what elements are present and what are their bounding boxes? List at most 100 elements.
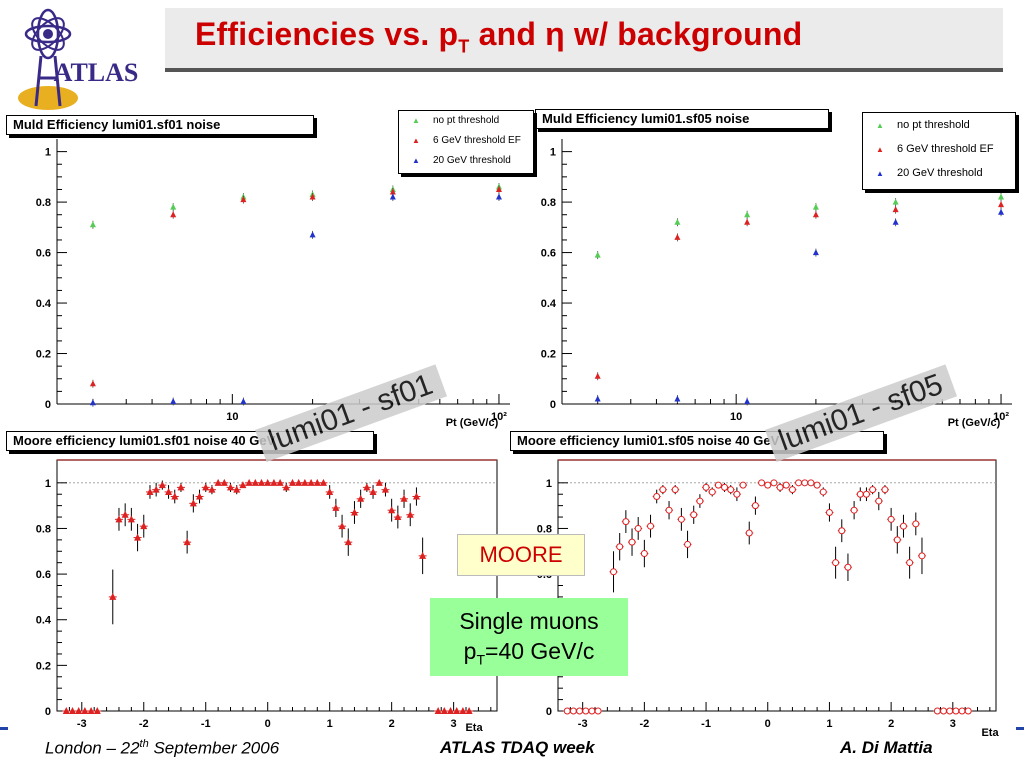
data-point xyxy=(447,707,455,714)
footer-author: A. Di Mattia xyxy=(840,738,933,757)
data-point xyxy=(628,538,636,546)
x-tick-label: -3 xyxy=(578,718,588,730)
data-point xyxy=(389,193,396,200)
data-point xyxy=(812,211,819,218)
x-tick-label: 0 xyxy=(765,718,771,730)
triangle-icon: ▲ xyxy=(876,120,884,130)
data-point xyxy=(674,218,681,225)
data-point xyxy=(616,543,624,551)
data-point xyxy=(152,485,160,493)
plot-title-muld-sf01: Muld Efficiency lumi01.sf01 noise xyxy=(6,115,314,135)
triangle-icon: ▲ xyxy=(412,136,420,145)
data-point xyxy=(171,492,179,500)
legend-label: 20 GeV threshold xyxy=(433,155,511,166)
data-point xyxy=(813,481,821,489)
x-tick-label: -3 xyxy=(77,718,87,730)
x-tick-label: 2 xyxy=(888,718,894,730)
data-point xyxy=(671,486,679,494)
data-point xyxy=(288,478,296,486)
data-point xyxy=(276,478,284,486)
legend-label: no pt threshold xyxy=(897,119,970,131)
y-tick-label: 0 xyxy=(45,399,51,411)
x-tick-label: -1 xyxy=(701,718,711,730)
data-point xyxy=(307,478,315,486)
data-point xyxy=(674,395,681,402)
data-point xyxy=(594,372,601,379)
data-point xyxy=(819,488,827,496)
y-tick-label: 0.8 xyxy=(541,197,556,209)
data-point xyxy=(465,707,473,714)
data-point xyxy=(964,707,972,715)
data-point xyxy=(389,188,396,195)
data-point xyxy=(887,515,895,523)
data-point xyxy=(62,707,70,714)
data-point xyxy=(140,522,148,530)
data-point xyxy=(906,559,914,567)
data-point xyxy=(388,506,396,514)
data-point xyxy=(177,483,185,491)
x-tick-label: 3 xyxy=(950,718,956,730)
data-point xyxy=(838,527,846,535)
y-tick-label: 0 xyxy=(550,399,556,411)
data-point xyxy=(363,483,371,491)
data-point xyxy=(495,193,502,200)
data-point xyxy=(309,193,316,200)
data-point xyxy=(998,201,1005,208)
y-tick-label: 0.8 xyxy=(36,523,51,535)
data-point xyxy=(183,538,191,546)
x-tick-label: -1 xyxy=(201,718,211,730)
data-point xyxy=(801,479,809,487)
x-axis-label: Eta xyxy=(981,727,999,739)
y-tick-label: 1 xyxy=(45,478,51,490)
footer-event: ATLAS TDAQ week xyxy=(440,738,595,757)
x-tick-label: 3 xyxy=(451,718,457,730)
legend-label: no pt threshold xyxy=(433,115,500,126)
data-point xyxy=(721,483,729,491)
data-point xyxy=(892,198,899,205)
left-edge-mark xyxy=(0,727,8,730)
y-tick-label: 0.8 xyxy=(36,197,51,209)
data-point xyxy=(782,481,790,489)
data-point xyxy=(189,499,197,507)
data-point xyxy=(856,490,864,498)
data-point xyxy=(610,568,618,576)
data-point xyxy=(812,203,819,210)
data-point xyxy=(68,707,76,714)
legend-item: ▲ no pt threshold xyxy=(399,115,499,126)
slide-title: Efficiencies vs. pT and η w/ background xyxy=(195,16,803,57)
data-point xyxy=(81,707,89,714)
data-point xyxy=(952,707,960,715)
legend-muld-sf05: ▲ no pt threshold ▲ 6 GeV threshold EF ▲ 20… xyxy=(862,112,1016,190)
y-tick-label: 0.6 xyxy=(36,569,51,581)
data-point xyxy=(714,481,722,489)
data-point xyxy=(696,497,704,505)
data-point xyxy=(453,707,461,714)
y-tick-label: 0 xyxy=(45,706,51,718)
data-point xyxy=(146,487,154,495)
x-axis-label: Eta xyxy=(465,722,483,734)
data-point xyxy=(89,380,96,387)
data-point xyxy=(381,485,389,493)
y-tick-label: 0.4 xyxy=(36,615,52,627)
data-point xyxy=(647,522,655,530)
data-point xyxy=(419,551,427,559)
data-point xyxy=(127,515,135,523)
data-point xyxy=(776,483,784,491)
data-point xyxy=(933,707,941,715)
legend-label: 20 GeV threshold xyxy=(897,167,983,179)
y-tick-label: 0.4 xyxy=(541,298,557,310)
data-point xyxy=(751,502,759,510)
data-point xyxy=(394,513,402,521)
data-point xyxy=(708,488,716,496)
data-point xyxy=(588,707,596,715)
data-point xyxy=(684,540,692,548)
x-tick-label: 2 xyxy=(389,718,395,730)
data-point xyxy=(563,707,571,715)
atlas-logo-text: ATLAS xyxy=(54,58,139,87)
data-point xyxy=(75,707,83,714)
data-point xyxy=(569,707,577,715)
footer-location-date: London – 22th September 2006 xyxy=(45,738,280,758)
y-tick-label: 0.2 xyxy=(541,349,556,361)
data-point xyxy=(744,218,751,225)
